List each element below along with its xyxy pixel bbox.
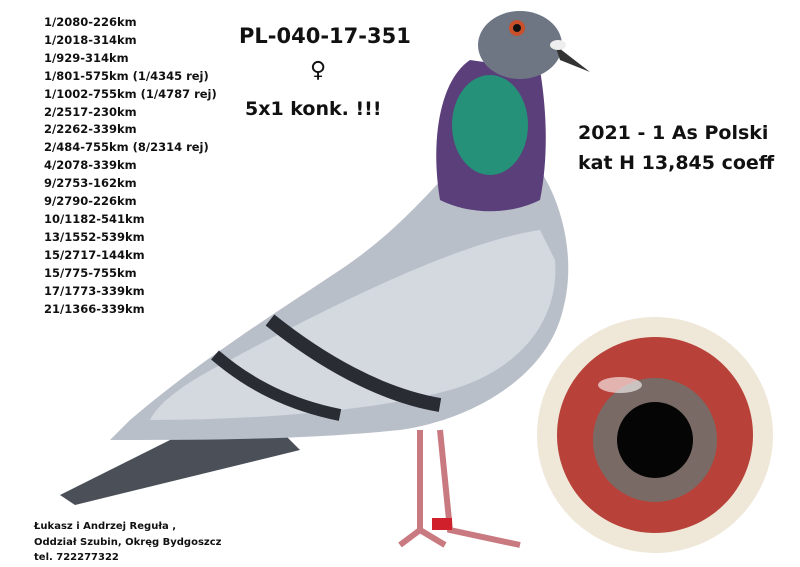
race-result: 17/1773-339km xyxy=(44,283,145,298)
female-symbol: ♀ xyxy=(310,58,327,83)
wing-bar xyxy=(265,314,442,412)
wing-bar xyxy=(211,350,342,421)
eye-closeup-highlight xyxy=(598,377,642,393)
neck-iridescence xyxy=(452,75,528,175)
race-result: 1/929-314km xyxy=(44,50,129,65)
race-result: 1/1002-755km (1/4787 rej) xyxy=(44,86,217,101)
eye-closeup-pupil xyxy=(617,402,693,478)
race-result: 21/1366-339km xyxy=(44,301,145,316)
owner-location: Oddział Szubin, Okręg Bydgoszcz xyxy=(34,536,222,548)
race-results-list: 1/2080-226km 1/2018-314km 1/929-314km 1/801… xyxy=(44,14,217,318)
owner-phone: tel. 722277322 xyxy=(34,552,119,563)
leg-ring xyxy=(432,518,452,530)
race-result: 1/801-575km (1/4345 rej) xyxy=(44,68,209,83)
race-result: 1/2018-314km xyxy=(44,32,137,47)
race-result: 2/2517-230km xyxy=(44,104,137,119)
pigeon-beak xyxy=(555,45,590,72)
race-result: 15/2717-144km xyxy=(44,247,145,262)
race-result: 15/775-755km xyxy=(44,265,137,280)
pigeon-wing xyxy=(150,230,556,420)
title-line: kat H 13,845 coeff xyxy=(578,152,775,174)
pigeon-pupil xyxy=(513,24,521,32)
title-line: 2021 - 1 As Polski xyxy=(578,122,769,144)
pigeon-head xyxy=(478,11,562,79)
race-result: 2/2262-339km xyxy=(44,122,137,137)
wins-label: 5x1 konk. !!! xyxy=(245,98,382,120)
race-result: 1/2080-226km xyxy=(44,15,137,29)
ring-number: PL-040-17-351 xyxy=(239,24,411,48)
eye-closeup xyxy=(537,317,773,553)
pigeon-cere xyxy=(550,40,566,50)
title-block: 2021 - 1 As Polski kat H 13,845 coeff xyxy=(578,118,774,178)
race-result: 13/1552-539km xyxy=(44,229,145,244)
race-result: 4/2078-339km xyxy=(44,158,137,173)
race-result: 9/2790-226km xyxy=(44,194,137,209)
owner-info: Łukasz i Andrzej Reguła , Oddział Szubin… xyxy=(34,519,222,566)
race-result: 2/484-755km (8/2314 rej) xyxy=(44,140,209,155)
race-result: 10/1182-541km xyxy=(44,211,145,226)
race-result: 9/2753-162km xyxy=(44,176,137,191)
pigeon-legs xyxy=(398,429,521,548)
owner-name: Łukasz i Andrzej Reguła , xyxy=(34,521,177,532)
